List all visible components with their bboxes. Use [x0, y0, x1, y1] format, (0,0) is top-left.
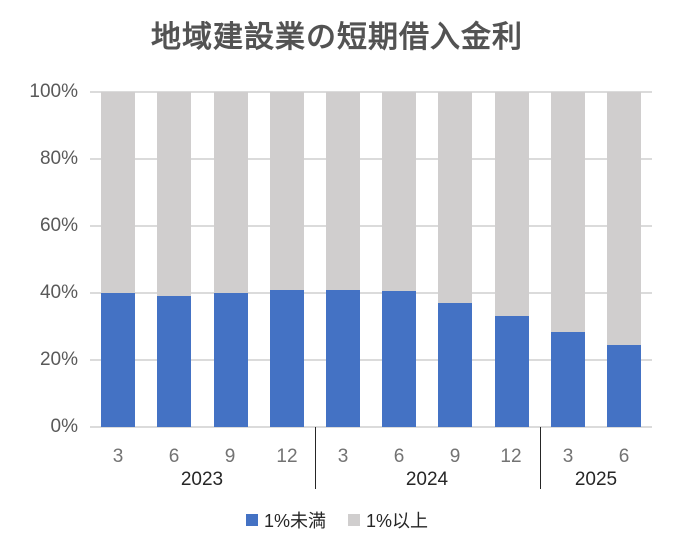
x-axis-month-label: 3: [112, 446, 124, 467]
legend-swatch-icon: [245, 514, 258, 526]
bar-8-over-1pct: [551, 92, 585, 332]
bar-2-over-1pct: [214, 92, 248, 293]
legend-label: 1%以上: [366, 511, 429, 531]
x-axis-year-label: 2024: [405, 469, 449, 490]
bar-2-under-1pct: [214, 293, 248, 427]
x-axis-month-label: 9: [224, 446, 236, 467]
y-axis-tick-label: 60%: [39, 215, 78, 236]
gridline-60%: [90, 225, 652, 227]
gridline-20%: [90, 359, 652, 361]
bar-6-over-1pct: [438, 92, 472, 303]
bar-0-over-1pct: [101, 92, 135, 293]
gridline-40%: [90, 292, 652, 294]
bar-1-over-1pct: [157, 92, 191, 296]
x-axis-month-label: 3: [337, 446, 349, 467]
legend-item-1: 1%以上: [348, 507, 428, 533]
chart-title: 地域建設業の短期借入金利: [151, 21, 523, 54]
x-axis-year-label: 2025: [574, 469, 618, 490]
legend-item-0: 1%未満: [245, 507, 326, 533]
bar-1-under-1pct: [157, 296, 191, 427]
y-axis-tick-label: 0%: [50, 416, 78, 437]
y-axis-tick-label: 20%: [39, 349, 78, 370]
gridline-100%: [90, 91, 652, 93]
gridline-0%: [90, 426, 652, 428]
bar-0-under-1pct: [101, 293, 135, 427]
legend-label: 1%未満: [263, 511, 326, 531]
year-separator-tick: [315, 427, 316, 489]
x-axis-month-label: 12: [276, 446, 298, 467]
bar-7-over-1pct: [495, 92, 529, 316]
x-axis-month-label: 3: [562, 446, 574, 467]
bar-8-under-1pct: [551, 332, 585, 427]
bar-9-under-1pct: [607, 345, 641, 427]
bar-3-under-1pct: [270, 290, 304, 427]
bar-7-under-1pct: [495, 316, 529, 427]
x-axis-month-label: 9: [449, 446, 461, 467]
bar-6-under-1pct: [438, 303, 472, 427]
x-axis-month-label: 6: [618, 446, 630, 467]
bar-4-under-1pct: [326, 290, 360, 427]
bar-5-over-1pct: [382, 92, 416, 291]
bar-3-over-1pct: [270, 92, 304, 290]
x-axis-year-label: 2023: [180, 469, 224, 490]
x-axis-month-label: 12: [500, 446, 522, 467]
legend-swatch-icon: [348, 514, 360, 526]
y-axis-tick-label: 40%: [39, 282, 78, 303]
x-axis-month-label: 6: [393, 446, 405, 467]
bar-9-over-1pct: [607, 92, 641, 345]
y-axis-tick-label: 100%: [29, 81, 78, 102]
x-axis-month-label: 6: [168, 446, 180, 467]
y-axis-tick-label: 80%: [39, 148, 78, 169]
gridline-80%: [90, 158, 652, 160]
year-separator-tick: [540, 427, 541, 489]
legend: 1%未満 1%以上: [0, 506, 674, 534]
bar-4-over-1pct: [326, 92, 360, 290]
bar-5-under-1pct: [382, 291, 416, 427]
